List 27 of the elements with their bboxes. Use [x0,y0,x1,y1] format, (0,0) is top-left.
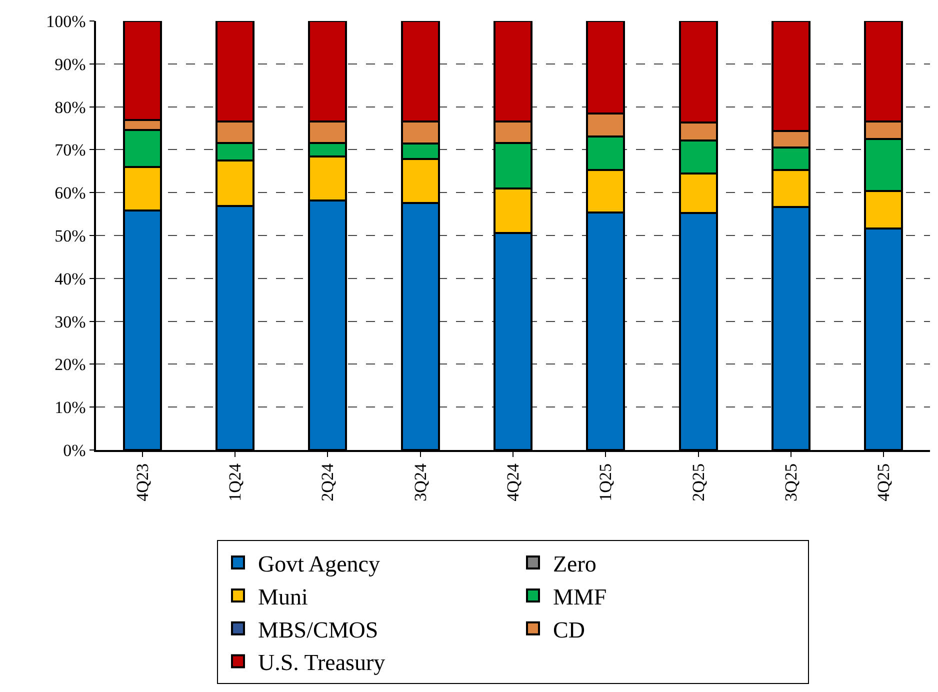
x-tick-label: 3Q24 [410,463,430,502]
y-tick-label: 80% [54,98,86,117]
y-tick-label: 10% [54,398,86,418]
x-tick-label: 4Q23 [132,464,152,502]
x-tick-label: 1Q25 [596,464,616,502]
legend-label: Zero [553,552,596,577]
y-tick-label: 60% [54,184,86,203]
y-tick-label: 90% [54,54,86,74]
y-tick-label: 70% [54,140,86,160]
y-tick-label: 0% [63,440,86,460]
legend-label: Govt Agency [258,552,381,577]
legend-label: MBS/CMOS [258,617,378,642]
x-tick-label: 2Q25 [688,464,708,502]
y-tick-label: 50% [54,226,86,246]
legend-label: MMF [553,584,607,610]
x-tick-label: 3Q25 [782,464,801,502]
x-tick-label: 4Q25 [874,464,894,502]
legend-label: U.S. Treasury [258,650,386,676]
y-tick-label: 30% [54,312,86,332]
y-tick-label: 100% [46,12,86,31]
legend-label: CD [553,617,585,642]
legend-label: Muni [258,584,308,610]
x-tick-label: 2Q24 [318,463,338,502]
y-tick-label: 40% [54,269,86,288]
y-tick-label: 20% [54,355,86,374]
x-tick-label: 4Q24 [504,463,523,502]
x-tick-label: 1Q24 [226,463,245,502]
